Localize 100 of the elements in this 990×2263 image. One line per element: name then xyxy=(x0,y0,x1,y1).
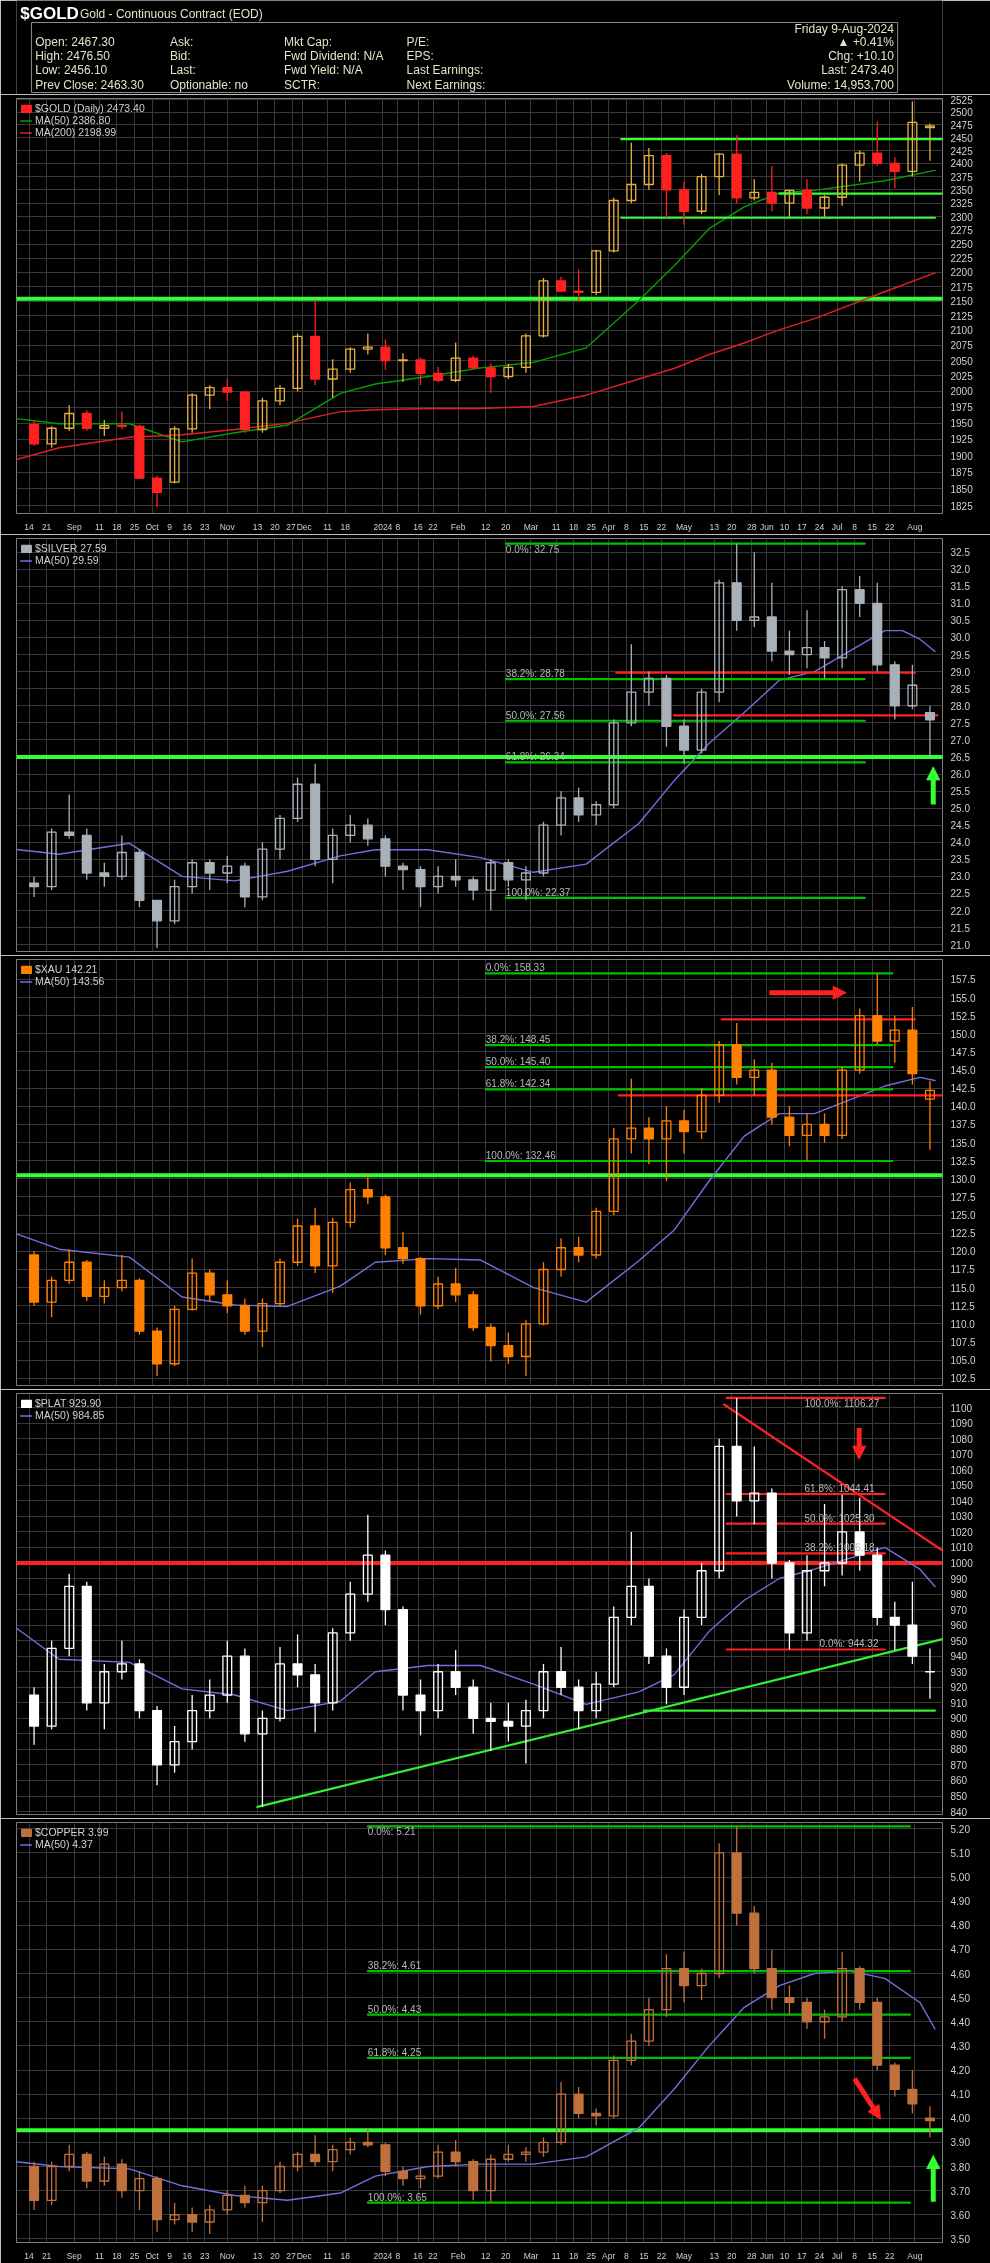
x-tick-label: May xyxy=(675,521,693,532)
y-tick-label: 1030 xyxy=(950,1511,974,1523)
x-tick-label: Jul xyxy=(831,521,843,532)
x-tick-label: Aug xyxy=(907,521,923,532)
y-tick-label: 105.0 xyxy=(950,1355,976,1367)
y-tick-label: 3.50 xyxy=(950,2233,971,2245)
text: Last: 2473.40 xyxy=(821,62,895,77)
x-tick-label: 18 xyxy=(568,2250,579,2261)
x-tick-label: 15 xyxy=(639,2250,649,2261)
x-tick-label: 25 xyxy=(586,2250,597,2261)
y-tick-label: 110.0 xyxy=(950,1318,976,1330)
y-tick-label: 28.0 xyxy=(950,700,971,712)
x-tick-label: 23 xyxy=(199,2250,210,2261)
y-tick-label: 30.5 xyxy=(950,615,971,627)
legend-label: $COPPER 3.99 xyxy=(35,1826,109,1838)
y-tick-label: 27.5 xyxy=(950,717,971,729)
y-tick-label: 5.20 xyxy=(950,1823,971,1835)
y-tick-label: 2475 xyxy=(950,119,974,131)
x-tick-label: Sep xyxy=(66,2250,83,2261)
x-tick-label: 25 xyxy=(129,2250,140,2261)
legend-label: $PLAT 929.90 xyxy=(35,1397,102,1409)
y-tick-label: 2450 xyxy=(950,132,974,144)
y-tick-label: 880 xyxy=(950,1744,968,1756)
y-tick-label: 145.0 xyxy=(950,1065,976,1077)
y-tick-label: 29.5 xyxy=(950,649,971,661)
x-tick-label: 16 xyxy=(182,521,193,532)
x-tick-label: 17 xyxy=(797,521,807,532)
y-tick-label: 2400 xyxy=(950,158,974,170)
x-tick-label: 13 xyxy=(252,521,263,532)
y-tick-label: 120.0 xyxy=(950,1246,976,1258)
y-tick-label: 155.0 xyxy=(950,992,976,1004)
text: Ask: xyxy=(169,34,194,49)
y-tick-label: 2275 xyxy=(950,225,974,237)
y-tick-label: 32.5 xyxy=(950,547,971,559)
annotation: 50.0%: 27.56 xyxy=(505,709,566,721)
x-tick-label: 18 xyxy=(568,521,579,532)
x-tick-label: 2024 xyxy=(373,521,393,532)
y-tick-label: 2000 xyxy=(950,386,974,398)
x-tick-label: 16 xyxy=(413,2250,424,2261)
y-tick-label: 2325 xyxy=(950,198,974,210)
y-tick-label: 140.0 xyxy=(950,1101,976,1113)
y-tick-label: 107.5 xyxy=(950,1336,976,1348)
y-tick-label: 1090 xyxy=(950,1418,974,1430)
x-tick-label: 8 xyxy=(395,521,401,532)
y-tick-label: 1060 xyxy=(950,1464,974,1476)
y-tick-label: 152.5 xyxy=(950,1010,976,1022)
text: Fwd Yield: N/A xyxy=(284,62,363,77)
x-tick-label: May xyxy=(675,2250,693,2261)
y-tick-label: 1040 xyxy=(950,1495,974,1507)
y-tick-label: 137.5 xyxy=(950,1119,976,1131)
x-tick-label: 27 xyxy=(286,2250,296,2261)
legend-label: MA(50) 143.56 xyxy=(35,975,105,987)
text: Fwd Dividend: N/A xyxy=(284,48,384,63)
x-tick-label: 17 xyxy=(797,2250,807,2261)
x-tick-label: 24 xyxy=(814,521,825,532)
y-tick-label: 980 xyxy=(950,1589,968,1601)
y-tick-label: 28.5 xyxy=(950,683,971,695)
y-tick-label: 2250 xyxy=(950,239,974,251)
x-tick-label: 15 xyxy=(867,2250,878,2261)
y-tick-label: 32.0 xyxy=(950,564,971,576)
x-tick-label: 20 xyxy=(726,2250,737,2261)
y-tick-label: 1020 xyxy=(950,1526,974,1538)
x-tick-label: 8 xyxy=(395,2250,401,2261)
annotation: 38.2%: 4.61 xyxy=(367,1960,422,1972)
y-tick-label: 1050 xyxy=(950,1480,974,1492)
legend-label: $SILVER 27.59 xyxy=(35,542,107,554)
y-tick-label: 22.0 xyxy=(950,905,971,917)
x-tick-label: Jul xyxy=(831,2250,843,2261)
text: Last Earnings: xyxy=(406,62,484,77)
y-tick-label: 127.5 xyxy=(950,1191,976,1203)
x-tick-label: Nov xyxy=(219,2250,236,2261)
x-tick-label: 10 xyxy=(779,2250,790,2261)
y-tick-label: 900 xyxy=(950,1713,968,1725)
x-tick-label: 13 xyxy=(252,2250,263,2261)
x-tick-label: 27 xyxy=(286,521,296,532)
y-tick-label: 860 xyxy=(950,1775,968,1787)
annotation: 61.8%: 142.34 xyxy=(485,1078,551,1090)
y-tick-label: 31.0 xyxy=(950,598,971,610)
y-tick-label: 2350 xyxy=(950,184,974,196)
y-tick-label: 30.0 xyxy=(950,632,971,644)
x-tick-label: Mar xyxy=(523,2250,539,2261)
text: Chg: +10.10 xyxy=(828,48,895,63)
annotation: 0.0%: 158.33 xyxy=(485,962,546,974)
x-tick-label: Apr xyxy=(602,2250,616,2261)
y-tick-label: 1975 xyxy=(950,402,974,414)
x-tick-label: 2024 xyxy=(373,2250,393,2261)
x-tick-label: 15 xyxy=(867,521,878,532)
y-tick-label: 3.70 xyxy=(950,2185,971,2197)
y-tick-label: 21.0 xyxy=(950,939,971,951)
x-tick-label: 18 xyxy=(340,521,351,532)
annotation: 100.0%: 1106.27 xyxy=(804,1397,880,1409)
y-tick-label: 1875 xyxy=(950,467,974,479)
x-tick-label: 13 xyxy=(709,2250,720,2261)
y-tick-label: 130.0 xyxy=(950,1173,976,1185)
y-tick-label: 870 xyxy=(950,1759,968,1771)
y-tick-label: 1825 xyxy=(950,500,974,512)
y-tick-label: 4.40 xyxy=(950,2016,971,2028)
x-tick-label: 25 xyxy=(129,521,140,532)
y-tick-label: 4.90 xyxy=(950,1896,971,1908)
text: Last: xyxy=(169,62,196,77)
